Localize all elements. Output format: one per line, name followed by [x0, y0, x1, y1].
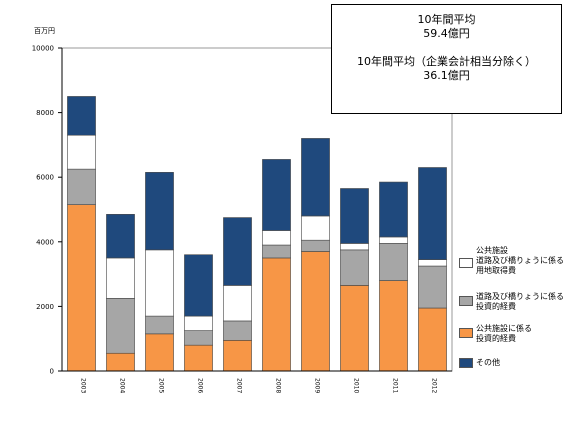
bar-segment	[106, 257, 135, 299]
bar-segment	[67, 134, 96, 170]
x-tick-label: 2005	[158, 378, 165, 393]
note-line-2: 59.4億円	[423, 27, 470, 40]
average-note-box: 10年間平均 59.4億円 10年間平均（企業会計相当分除く） 36.1億円	[331, 4, 562, 114]
x-tick-label: 2011	[392, 378, 399, 393]
note-line-4: 36.1億円	[423, 69, 470, 82]
bar-segment	[301, 251, 330, 372]
bar-segment	[184, 330, 213, 346]
axes: 0 2000 4000 6000 8000 10000 2003 2004 2005 2006 20…	[32, 45, 452, 393]
bar-segment	[262, 257, 291, 372]
bar-segment	[145, 333, 174, 372]
x-tick-label: 2004	[119, 378, 126, 393]
legend-swatch-land	[459, 258, 473, 268]
legend-label-land: 公共施設 道路及び橋りょうに係る 用地取得費	[476, 246, 564, 275]
bar-segment	[67, 96, 96, 136]
bar-segment	[184, 344, 213, 372]
legend-item-facility: 公共施設に係る 投資的経費	[459, 324, 564, 344]
bar-segment	[145, 315, 174, 335]
legend-label-road: 道路及び橋りょうに係る 投資的経費	[476, 292, 564, 311]
legend-label-facility: 公共施設に係る 投資的経費	[476, 324, 532, 343]
bar-segment	[301, 215, 330, 241]
bar-segment	[262, 230, 291, 246]
y-tick-label: 4000	[36, 238, 54, 246]
x-tick-label: 2009	[314, 378, 321, 393]
bar-segment	[145, 249, 174, 317]
legend-swatch-facility	[459, 328, 473, 338]
bar-segment	[223, 285, 252, 322]
bar-segment	[418, 265, 447, 309]
bar-segment	[301, 138, 330, 217]
legend-swatch-road	[459, 296, 473, 306]
bar-segment	[67, 168, 96, 205]
bar-segment	[418, 167, 447, 260]
bar-segment	[340, 243, 369, 251]
y-tick-label: 10000	[32, 45, 54, 53]
legend-label-other: その他	[476, 358, 500, 367]
bar-segment	[106, 352, 135, 372]
legend-item-land: 公共施設 道路及び橋りょうに係る 用地取得費	[459, 246, 564, 276]
x-tick-label: 2003	[80, 378, 87, 393]
bar-segment	[184, 254, 213, 317]
bar-segment	[262, 159, 291, 231]
bar-segment	[340, 285, 369, 372]
bar-segment	[379, 280, 408, 372]
y-tick-label: 8000	[36, 109, 54, 117]
x-tick-label: 2007	[236, 378, 243, 393]
y-tick-label: 6000	[36, 174, 54, 182]
y-tick-label: 2000	[36, 303, 54, 311]
bar-segment	[340, 188, 369, 244]
bar-segment	[379, 236, 408, 244]
bar-segment	[223, 320, 252, 341]
bar-segment	[418, 259, 447, 267]
note-line-1: 10年間平均	[417, 13, 476, 26]
bar-segment	[223, 217, 252, 286]
x-tick-label: 2006	[197, 378, 204, 393]
x-tick-label: 2012	[431, 378, 438, 393]
bar-segment	[340, 249, 369, 286]
y-tick-label: 0	[50, 368, 54, 376]
bar-segment	[106, 214, 135, 259]
unit-label: 百万円	[34, 27, 55, 35]
x-tick-label: 2008	[275, 378, 282, 393]
bar-segment	[262, 244, 291, 259]
x-tick-label: 2010	[353, 378, 360, 393]
note-line-3: 10年間平均（企業会計相当分除く）	[357, 55, 536, 68]
bar-segment	[379, 181, 408, 238]
bar-segment	[145, 172, 174, 251]
bar-segment	[379, 243, 408, 281]
bars	[67, 96, 447, 372]
bar-segment	[184, 315, 213, 331]
legend-item-other: その他	[459, 358, 564, 368]
legend-swatch-other	[459, 358, 473, 368]
legend-item-road: 道路及び橋りょうに係る 投資的経費	[459, 292, 564, 312]
bar-segment	[106, 298, 135, 354]
bar-segment	[223, 340, 252, 372]
bar-segment	[301, 239, 330, 252]
bar-segment	[418, 307, 447, 372]
bar-segment	[67, 204, 96, 372]
